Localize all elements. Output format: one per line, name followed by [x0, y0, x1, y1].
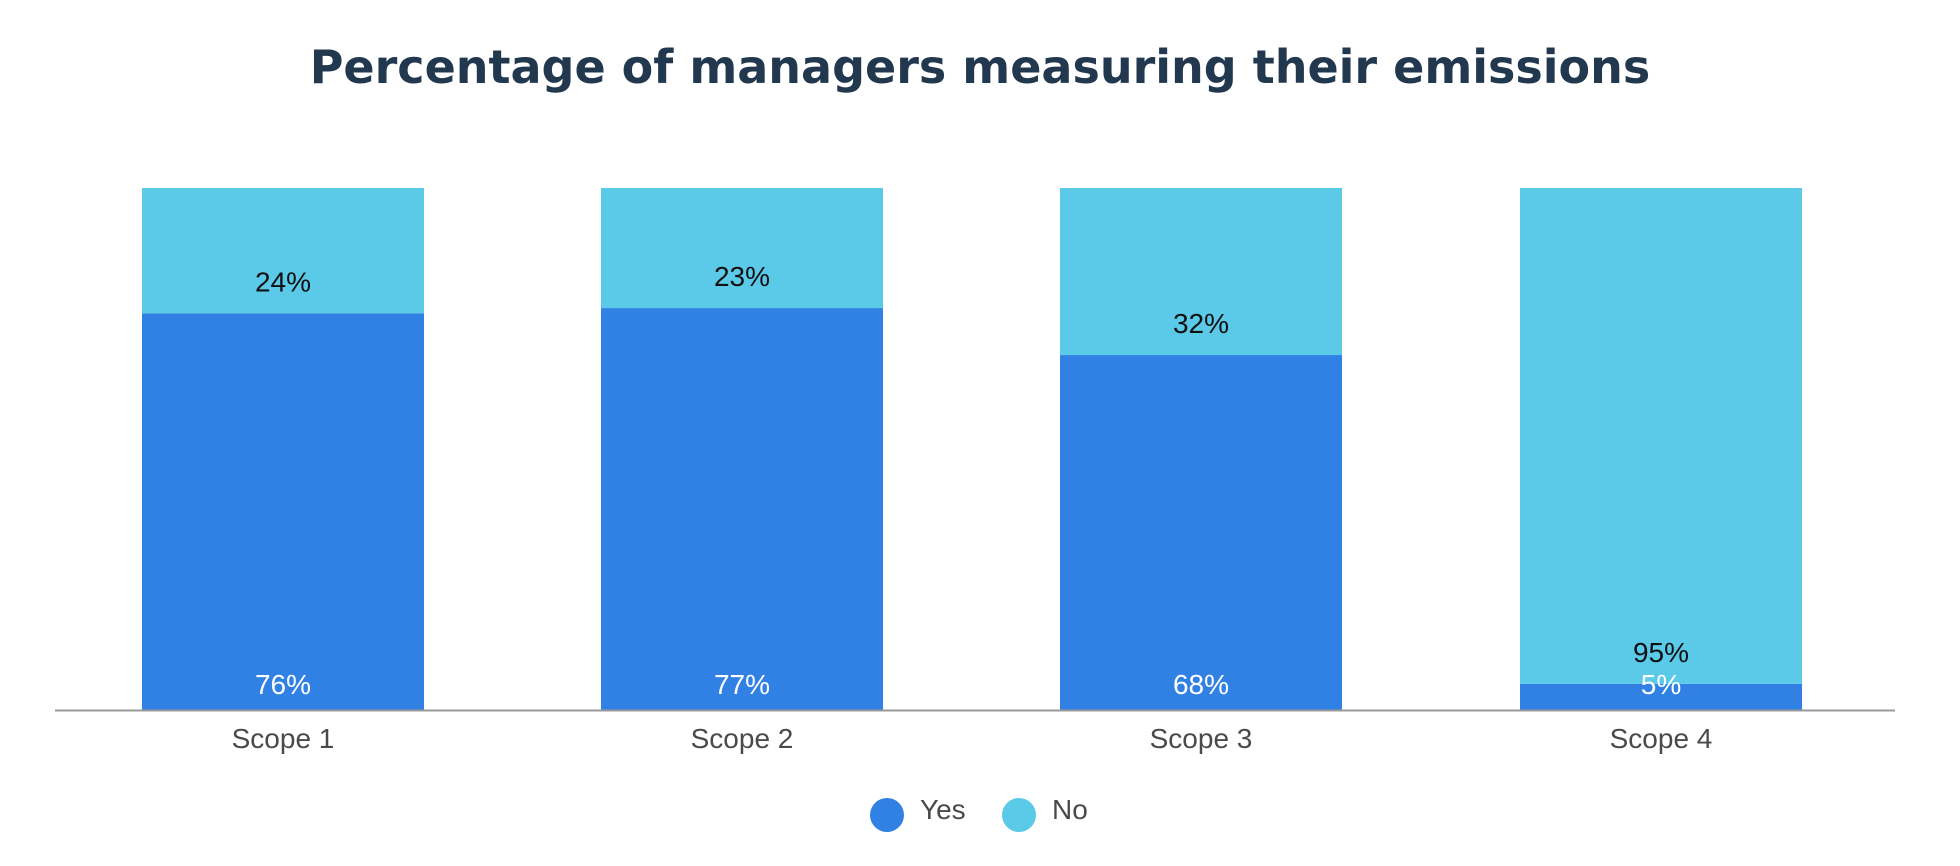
data-label-no-2: 23% [714, 261, 770, 292]
bar-no-4 [1520, 188, 1802, 684]
legend: Yes No [870, 794, 1088, 832]
x-tick-label-3: Scope 3 [1150, 723, 1253, 754]
data-label-yes-3: 68% [1173, 669, 1229, 700]
bar-yes-3 [1060, 355, 1342, 710]
bar-no-3 [1060, 188, 1342, 356]
bar-yes-4 [1520, 683, 1802, 710]
data-label-yes-2: 77% [714, 669, 770, 700]
data-label-no-3: 32% [1173, 308, 1229, 339]
x-tick-label-2: Scope 2 [691, 723, 794, 754]
bars-group: 76% 24% 77% 23% 68% 32% 5%95% [142, 188, 1802, 710]
bar-no-1 [142, 188, 424, 314]
data-label-no-4: 95% [1633, 637, 1689, 668]
bar-yes-2 [601, 308, 883, 710]
legend-label-no: No [1052, 794, 1088, 825]
data-label-yes-4: 5% [1641, 669, 1681, 700]
legend-swatch-yes [870, 798, 904, 832]
data-label-yes-1: 76% [255, 669, 311, 700]
x-tick-label-4: Scope 4 [1610, 723, 1713, 754]
bar-no-2 [601, 188, 883, 309]
x-tick-label-1: Scope 1 [232, 723, 335, 754]
x-tick-labels: Scope 1 Scope 2 Scope 3 Scope 4 [232, 723, 1713, 754]
chart-title: Percentage of managers measuring their e… [309, 40, 1651, 94]
bar-yes-1 [142, 313, 424, 710]
legend-label-yes: Yes [920, 794, 966, 825]
legend-swatch-no [1002, 798, 1036, 832]
data-label-no-1: 24% [255, 266, 311, 297]
